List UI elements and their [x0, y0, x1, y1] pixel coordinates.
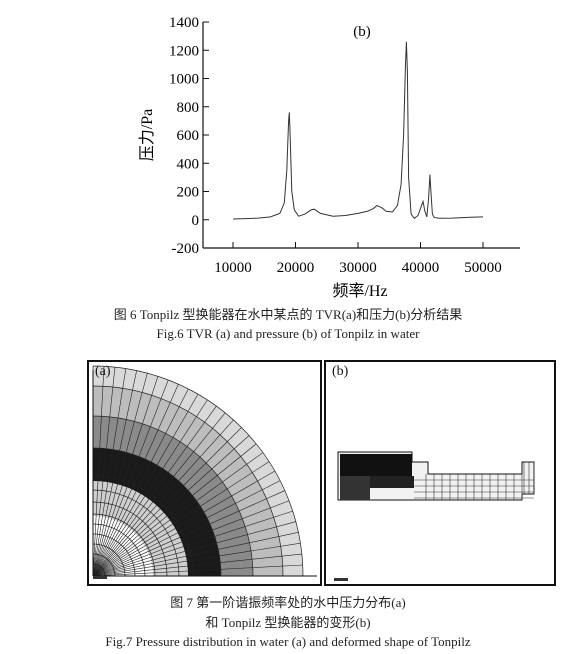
fig7-panel-a-label: (a)	[95, 364, 111, 379]
x-tick-label: 30000	[339, 260, 377, 276]
x-tick-label: 40000	[402, 260, 440, 276]
chart-title: (b)	[353, 24, 371, 40]
y-tick-label: 600	[177, 128, 200, 144]
fig7-panel-a: (a)	[87, 360, 322, 586]
y-tick-label: -200	[172, 241, 200, 257]
y-tick-label: 200	[177, 185, 200, 201]
series-line	[232, 41, 484, 220]
x-tick-label: 10000	[214, 260, 252, 276]
fig6-caption-en: Fig.6 TVR (a) and pressure (b) of Tonpil…	[156, 326, 420, 341]
y-tick-label: 0	[192, 213, 200, 229]
x-tick-label: 20000	[277, 260, 315, 276]
fig7-panel-b-label: (b)	[332, 364, 349, 379]
deformed-shape-plot	[334, 451, 535, 581]
y-axis-label: 压力/Pa	[138, 109, 156, 161]
x-tick-label: 50000	[464, 260, 502, 276]
x-axis-label: 频率/Hz	[332, 282, 387, 300]
fig7-panel-b: (b)	[324, 360, 556, 586]
fig7-caption-cn-line2: 和 Tonpilz 型换能器的变形(b)	[205, 615, 371, 630]
y-tick-label: 800	[177, 100, 200, 116]
pressure-chart: -200 0 200 400 600 800 1000 1200 1400 10000 20000…	[138, 15, 520, 300]
fig7-caption-cn-line1: 图 7 第一阶谐振频率处的水中压力分布(a)	[170, 595, 406, 610]
y-tick-label: 1000	[169, 72, 199, 88]
pressure-distribution-plot	[92, 365, 317, 579]
y-tick-label: 400	[177, 156, 200, 172]
fig7-caption-en: Fig.7 Pressure distribution in water (a)…	[105, 634, 471, 649]
y-tick-label: 1400	[169, 15, 199, 31]
y-tick-label: 1200	[169, 43, 199, 59]
fig6-caption-cn: 图 6 Tonpilz 型换能器在水中某点的 TVR(a)和压力(b)分析结果	[113, 307, 463, 322]
